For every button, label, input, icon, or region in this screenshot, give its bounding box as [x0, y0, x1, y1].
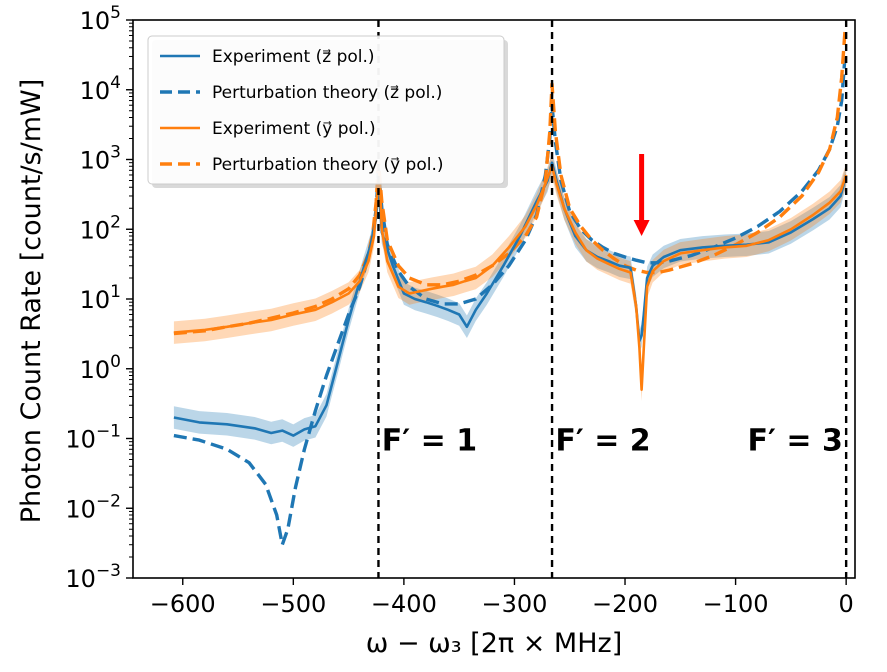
y-tick-label-1: 10−2	[65, 491, 121, 523]
y-tick-label-5: 102	[80, 212, 121, 244]
annotation-0: F′ = 1	[382, 424, 477, 459]
line-series-2	[173, 165, 848, 392]
line-series-0	[173, 161, 848, 437]
y-axis-label: Photon Count Rate [count/s/mW]	[16, 79, 47, 523]
legend-label-1: Perturbation theory (z⃗ pol.)	[212, 83, 442, 103]
x-tick-label-2: −400	[371, 590, 437, 618]
legend-label-0: Experiment (z⃗ pol.)	[212, 47, 375, 67]
x-tick-label-0: −600	[150, 590, 216, 618]
legend-label-3: Perturbation theory (y⃗ pol.)	[212, 155, 444, 175]
y-tick-label-0: 10−3	[65, 561, 121, 593]
y-tick-label-8: 105	[80, 3, 121, 35]
resonance-lines	[377, 20, 848, 578]
x-tick-label-5: −100	[703, 590, 769, 618]
error-bands	[173, 151, 847, 447]
y-tick-label-4: 101	[80, 282, 121, 314]
legend-label-2: Experiment (y⃗ pol.)	[212, 119, 376, 139]
band-series-0	[173, 151, 847, 447]
series-lines	[173, 30, 848, 547]
annotation-2: F′ = 3	[748, 424, 843, 459]
x-tick-label-1: −500	[260, 590, 326, 618]
annotations: F′ = 1 F′ = 2 F′ = 3	[382, 153, 843, 459]
y-tick-label-6: 103	[80, 143, 121, 175]
x-axis-label: ω − ω₃ [2π × MHz]	[366, 628, 622, 659]
x-tick-label-3: −300	[481, 590, 547, 618]
axes: −600 −500 −400 −300 −200 −100 0 10−3 10−2 10−1 100…	[16, 3, 856, 659]
line-series-3	[173, 30, 847, 336]
arrow-head	[633, 220, 650, 237]
x-tick-label-6: 0	[839, 590, 854, 618]
y-tick-label-2: 10−1	[65, 422, 121, 454]
legend: Experiment (z⃗ pol.) Perturbation theory …	[147, 35, 508, 188]
x-tick-label-4: −200	[592, 590, 658, 618]
y-tick-label-7: 104	[80, 73, 121, 105]
y-tick-label-3: 100	[80, 352, 121, 384]
legend-box	[147, 35, 505, 185]
annotation-1: F′ = 2	[555, 424, 650, 459]
